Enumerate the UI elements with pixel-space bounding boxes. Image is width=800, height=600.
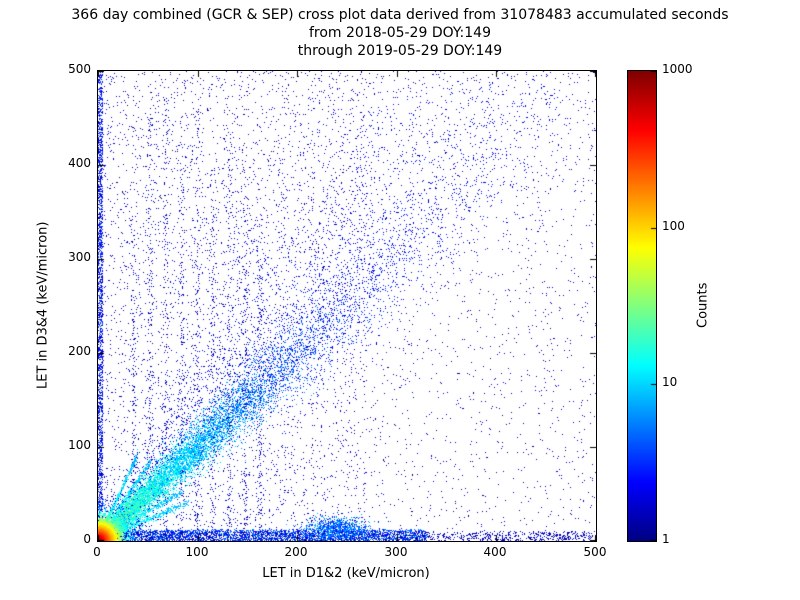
- x-tick-label: 0: [93, 545, 101, 559]
- x-axis-label: LET in D1&2 (keV/micron): [262, 566, 430, 581]
- colorbar-tick-label: 1: [662, 532, 670, 546]
- scatter-plot-canvas: [98, 71, 596, 541]
- colorbar: [627, 70, 657, 542]
- figure-title: 366 day combined (GCR & SEP) cross plot …: [0, 6, 800, 60]
- title-line-3: through 2019-05-29 DOY:149: [297, 43, 503, 59]
- x-tick-label: 500: [583, 545, 607, 559]
- y-tick-label: 0: [83, 532, 91, 546]
- x-tick-label: 300: [384, 545, 408, 559]
- y-axis-label: LET in D3&4 (keV/micron): [35, 221, 51, 389]
- x-tick-label: 200: [284, 545, 308, 559]
- y-tick-label: 300: [68, 250, 91, 264]
- colorbar-tick-label: 10: [662, 375, 678, 389]
- x-tick-label: 400: [483, 545, 507, 559]
- colorbar-label: Counts: [695, 282, 711, 328]
- title-line-1: 366 day combined (GCR & SEP) cross plot …: [71, 7, 729, 23]
- y-tick-label: 500: [68, 62, 91, 76]
- x-tick-label: 100: [185, 545, 209, 559]
- y-tick-label: 400: [68, 156, 91, 170]
- colorbar-tick-label: 1000: [662, 62, 693, 76]
- colorbar-tick-label: 100: [662, 219, 685, 233]
- y-tick-label: 100: [68, 438, 91, 452]
- y-tick-label: 200: [68, 344, 91, 358]
- plot-area: [97, 70, 597, 542]
- title-line-2: from 2018-05-29 DOY:149: [308, 25, 491, 41]
- colorbar-canvas: [628, 71, 656, 541]
